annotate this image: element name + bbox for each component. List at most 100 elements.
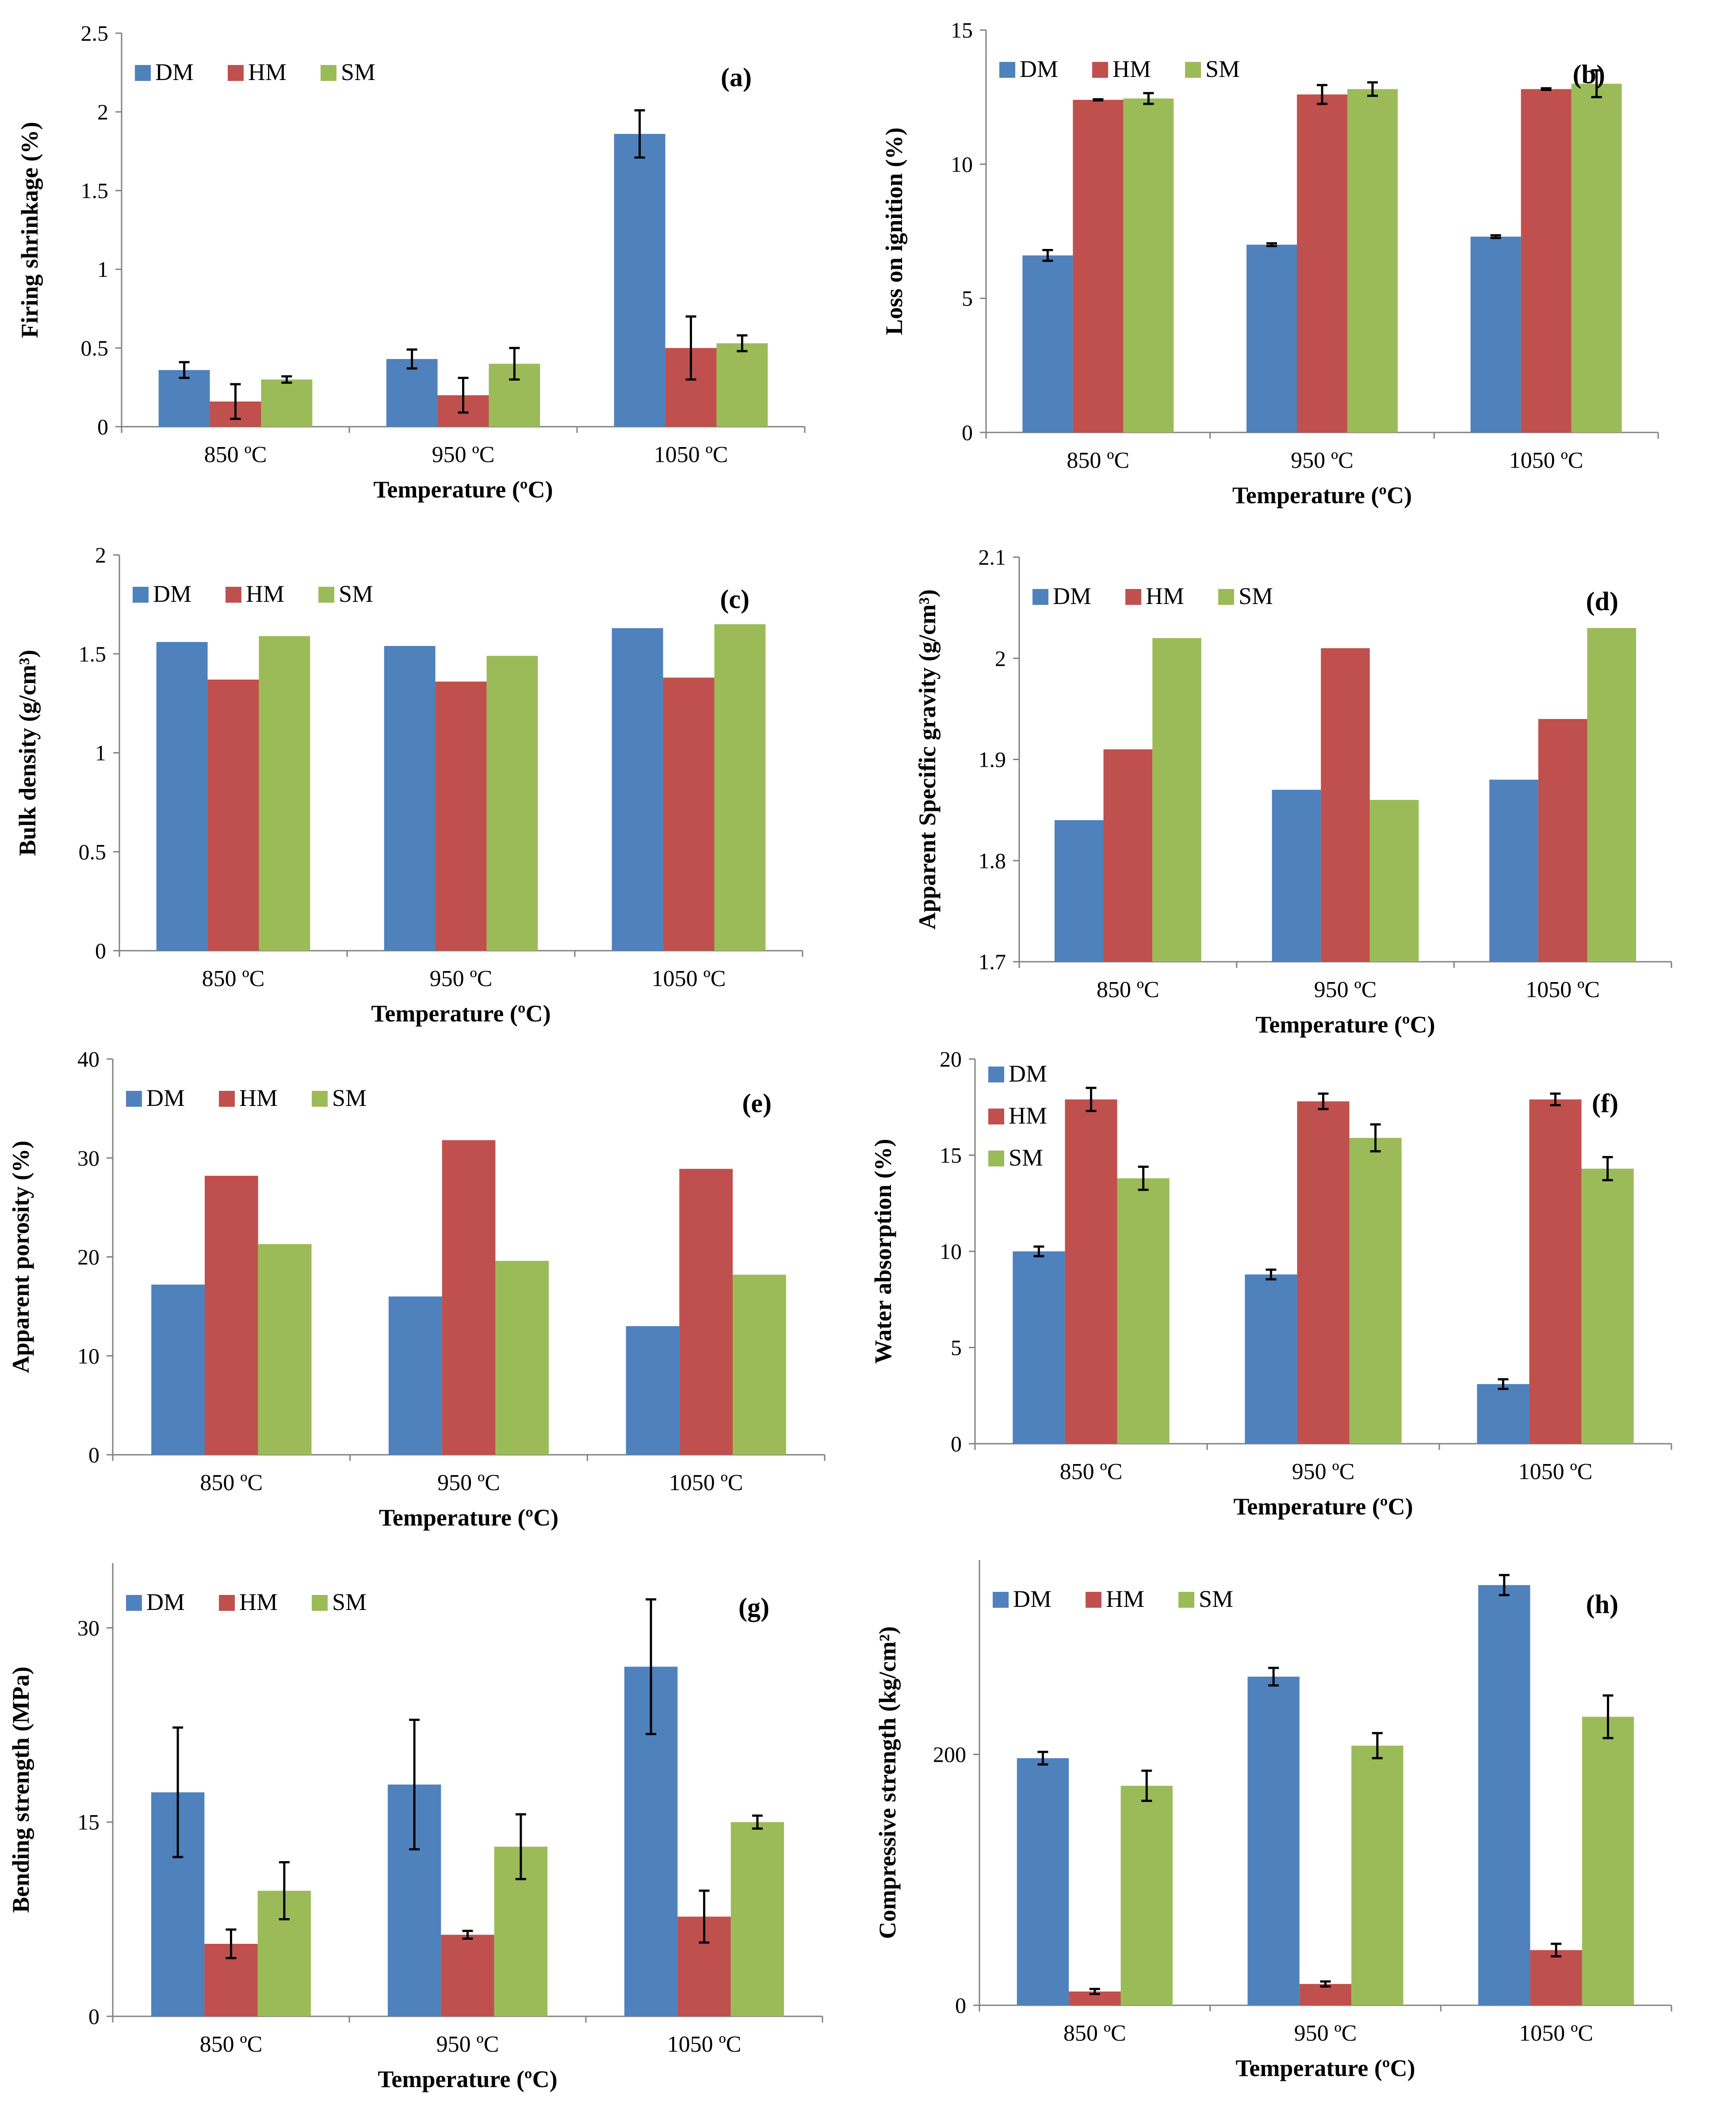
legend-swatch-hm xyxy=(219,1091,235,1107)
y-tick-label: 15 xyxy=(940,1143,962,1168)
legend-swatch-sm xyxy=(312,1595,328,1611)
legend-label-sm: SM xyxy=(1205,56,1240,82)
legend-label-dm: DM xyxy=(155,59,194,85)
bar-dm-1 xyxy=(151,1285,205,1455)
x-axis-title: Temperature (ºC) xyxy=(1233,1493,1413,1520)
error-bar-sm-2 xyxy=(509,347,520,381)
error-bar-sm-1 xyxy=(1138,1166,1149,1191)
y-tick-label: 2 xyxy=(95,543,106,567)
legend-label-sm: SM xyxy=(1239,583,1273,609)
bar-sm-1 xyxy=(1117,1178,1170,1444)
bar-sm-3 xyxy=(1582,1717,1634,2005)
legend-swatch-dm xyxy=(988,1067,1004,1082)
y-tick-label: 5 xyxy=(962,286,973,311)
panel-label: (h) xyxy=(1586,1590,1618,1619)
y-tick-label: 30 xyxy=(77,1615,99,1640)
bar-dm-2 xyxy=(1245,1274,1297,1444)
bar-sm-3 xyxy=(1587,628,1637,962)
x-tick-label: 950 ºC xyxy=(432,442,495,467)
y-axis-title: Water absorption (%) xyxy=(870,1139,896,1364)
bar-sm-1 xyxy=(258,1244,312,1455)
bar-dm-1 xyxy=(1022,255,1073,432)
error-bar-dm-1 xyxy=(1042,249,1053,262)
error-bar-dm-1 xyxy=(172,1726,184,1858)
error-bar-hm-1 xyxy=(230,383,241,420)
legend-label-dm: DM xyxy=(146,1085,185,1111)
bar-hm-3 xyxy=(679,1169,733,1455)
bar-sm-3 xyxy=(1581,1168,1634,1444)
bar-hm-2 xyxy=(435,681,487,951)
legend-swatch-hm xyxy=(1086,1592,1101,1608)
bar-hm-2 xyxy=(1321,648,1370,962)
error-bar-dm-1 xyxy=(179,361,190,379)
y-tick-label: 40 xyxy=(77,1047,99,1071)
error-bar-dm-1 xyxy=(1033,1245,1044,1258)
error-bar-dm-1 xyxy=(1037,1751,1048,1766)
bar-sm-1 xyxy=(261,379,313,427)
x-axis-title: Temperature (ºC) xyxy=(373,476,553,503)
bar-dm-1 xyxy=(156,642,208,951)
legend-swatch-hm xyxy=(988,1109,1004,1124)
y-tick-label: 0 xyxy=(88,2004,99,2029)
legend-label-hm: HM xyxy=(246,581,284,607)
bar-dm-3 xyxy=(1477,1384,1530,1444)
bar-dm-2 xyxy=(1272,790,1321,962)
x-axis-title: Temperature (ºC) xyxy=(379,1504,558,1531)
bar-dm-1 xyxy=(158,370,210,427)
legend-swatch-sm xyxy=(1218,589,1234,605)
bar-dm-2 xyxy=(1247,1676,1300,2005)
error-bar-hm-2 xyxy=(1317,84,1327,105)
legend-label-hm: HM xyxy=(239,1589,278,1615)
error-bar-dm-2 xyxy=(1268,1667,1279,1687)
y-tick-label: 0 xyxy=(95,938,106,963)
error-bar-sm-2 xyxy=(1370,1123,1381,1153)
bar-sm-1 xyxy=(259,636,310,951)
panel-label: (a) xyxy=(721,63,752,92)
y-tick-label: 0 xyxy=(88,1442,99,1467)
legend-swatch-dm xyxy=(135,65,151,81)
y-tick-label: 1.9 xyxy=(979,747,1006,772)
bar-dm-3 xyxy=(1478,1585,1530,2005)
y-tick-label: 2.5 xyxy=(81,21,109,46)
x-axis-title: Temperature (ºC) xyxy=(1232,482,1412,509)
y-axis-title: Bending strength (MPa) xyxy=(8,1667,34,1913)
legend-swatch-hm xyxy=(228,65,244,81)
legend-label-sm: SM xyxy=(1009,1144,1043,1171)
legend-swatch-hm xyxy=(1092,62,1108,78)
bar-hm-1 xyxy=(1073,99,1124,432)
x-tick-label: 1050 ºC xyxy=(667,2032,742,2057)
y-tick-label: 10 xyxy=(940,1239,962,1264)
y-tick-label: 1.5 xyxy=(79,642,107,666)
bar-hm-3 xyxy=(1521,89,1572,432)
error-bar-sm-3 xyxy=(752,1814,763,1830)
error-bar-dm-2 xyxy=(409,1718,420,1851)
panel-a: 0 0.5 1 1.5 2 2.5 850 ºC 950 ºC 1050 ºC DM HM SM (a)… xyxy=(16,21,806,503)
x-tick-label: 1050 ºC xyxy=(1509,448,1583,473)
bar-hm-1 xyxy=(1065,1099,1117,1444)
y-tick-label: 2 xyxy=(995,646,1006,671)
x-tick-label: 1050 ºC xyxy=(1518,1459,1593,1484)
x-tick-label: 950 ºC xyxy=(1294,2021,1357,2046)
legend-label-sm: SM xyxy=(339,581,373,607)
bar-sm-2 xyxy=(1347,89,1398,432)
legend-label-hm: HM xyxy=(248,59,287,85)
legend-label-hm: HM xyxy=(1106,1586,1144,1612)
error-bar-hm-2 xyxy=(1320,1980,1331,1988)
legend-label-sm: SM xyxy=(1199,1586,1233,1612)
error-bar-hm-1 xyxy=(1093,98,1104,102)
x-tick-label: 1050 ºC xyxy=(1519,2021,1593,2046)
bar-sm-1 xyxy=(1120,1786,1173,2005)
y-tick-label: 0.5 xyxy=(81,336,109,360)
legend-swatch-sm xyxy=(1178,1592,1194,1608)
x-tick-label: 950 ºC xyxy=(1291,448,1354,473)
y-tick-label: 20 xyxy=(77,1245,99,1269)
bar-hm-1 xyxy=(204,1176,258,1455)
bar-hm-2 xyxy=(1297,94,1347,433)
bar-sm-2 xyxy=(486,656,538,951)
error-bar-sm-2 xyxy=(1372,1732,1383,1759)
error-bar-sm-1 xyxy=(279,1861,290,1920)
x-tick-label: 950 ºC xyxy=(1292,1459,1355,1484)
error-bar-dm-3 xyxy=(646,1598,657,1736)
error-bar-sm-3 xyxy=(1602,1156,1613,1182)
